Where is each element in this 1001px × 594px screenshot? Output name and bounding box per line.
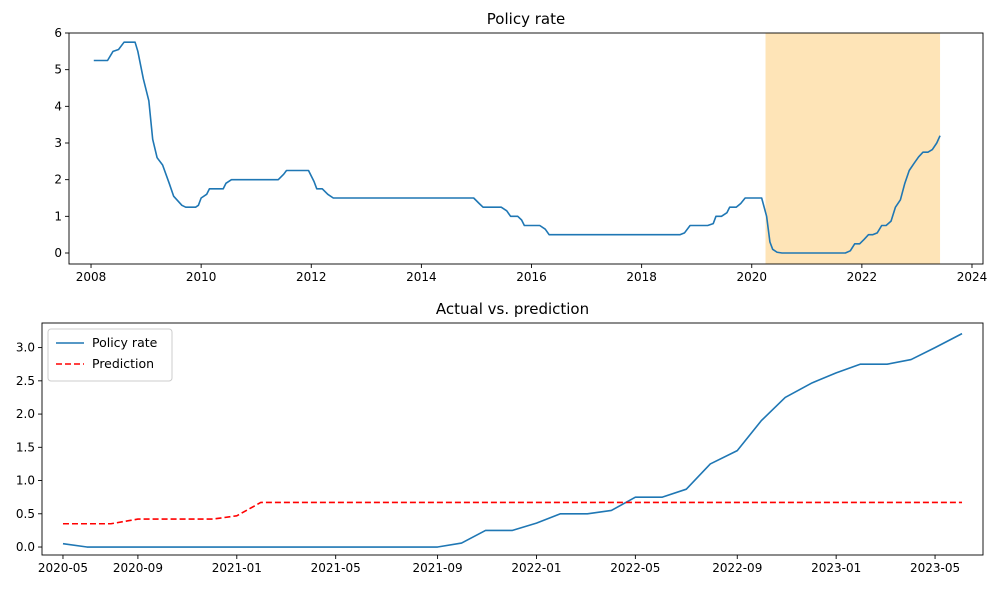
y-tick-label: 1 bbox=[54, 209, 62, 223]
y-tick-label: 6 bbox=[54, 26, 62, 40]
x-tick-label: 2024 bbox=[957, 270, 988, 284]
legend-label: Prediction bbox=[92, 356, 154, 371]
x-tick-label: 2014 bbox=[406, 270, 437, 284]
y-tick-label: 2.0 bbox=[16, 407, 35, 421]
y-tick-label: 4 bbox=[54, 99, 62, 113]
x-tick-label: 2022-01 bbox=[511, 561, 561, 575]
legend-box bbox=[47, 328, 173, 382]
x-tick-label: 2022 bbox=[847, 270, 878, 284]
y-tick-label: 3 bbox=[54, 136, 62, 150]
y-tick-label: 5 bbox=[54, 63, 62, 77]
x-tick-label: 2020-09 bbox=[113, 561, 163, 575]
y-tick-label: 3.0 bbox=[16, 341, 35, 355]
plot-frame bbox=[68, 32, 984, 265]
x-tick-label: 2018 bbox=[626, 270, 657, 284]
x-tick-label: 2021-09 bbox=[413, 561, 463, 575]
legend-label: Policy rate bbox=[92, 335, 158, 350]
x-tick-label: 2023-01 bbox=[811, 561, 861, 575]
x-tick-label: 2020 bbox=[736, 270, 767, 284]
x-tick-label: 2020-05 bbox=[38, 561, 88, 575]
chart-title: Policy rate bbox=[487, 10, 565, 28]
x-tick-label: 2008 bbox=[76, 270, 107, 284]
y-tick-label: 2 bbox=[54, 173, 62, 187]
y-tick-label: 1.5 bbox=[16, 440, 35, 454]
y-tick-label: 0.0 bbox=[16, 540, 35, 554]
x-tick-label: 2021-01 bbox=[212, 561, 262, 575]
x-tick-label: 2022-05 bbox=[610, 561, 660, 575]
policy-rate-panel: 2008 2010 2012 2014 2016 2018 2020 2022 2024 0 1 2 3… bbox=[54, 10, 987, 284]
y-tick-label: 0 bbox=[54, 246, 62, 260]
y-tick-label: 2.5 bbox=[16, 374, 35, 388]
y-tick-label: 1.0 bbox=[16, 474, 35, 488]
x-tick-label: 2010 bbox=[186, 270, 217, 284]
x-tick-label: 2021-05 bbox=[311, 561, 361, 575]
x-tick-label: 2012 bbox=[296, 270, 327, 284]
chart-title: Actual vs. prediction bbox=[436, 300, 589, 318]
series-line-policy-rate bbox=[62, 332, 963, 548]
x-tick-label: 2022-09 bbox=[712, 561, 762, 575]
x-tick-label: 2016 bbox=[516, 270, 547, 284]
series-line-prediction bbox=[62, 501, 963, 525]
actual-vs-prediction-panel: 2020-05 2020-09 2021-01 2021-05 2021-09 2022-… bbox=[16, 300, 984, 575]
x-tick-label: 2023-05 bbox=[910, 561, 960, 575]
series-line-policy-rate bbox=[93, 41, 941, 254]
plot-frame bbox=[41, 322, 984, 556]
y-tick-label: 0.5 bbox=[16, 507, 35, 521]
shaded-region bbox=[765, 33, 941, 264]
